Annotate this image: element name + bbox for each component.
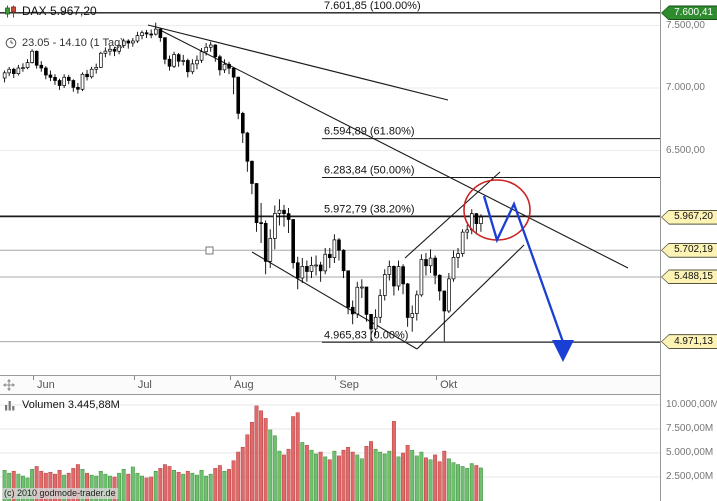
- candlestick-chart-icon: [4, 5, 17, 18]
- forecast-arrow-annotation[interactable]: [482, 195, 574, 362]
- month-label: Sep: [339, 379, 359, 391]
- volume-bars: [2, 405, 483, 501]
- fib-label: 5.972,79 (38.20%): [324, 203, 415, 215]
- fibonacci-retracement[interactable]: [0, 12, 660, 343]
- volume-chart-canvas[interactable]: [0, 395, 660, 501]
- instrument-header: DAX 5.967,20: [4, 4, 97, 18]
- time-axis[interactable]: Jun Jul Aug Sep Okt: [0, 376, 660, 394]
- timeframe-header: 23.05 - 14.10 (1 Tag): [5, 37, 124, 49]
- price-chart-canvas[interactable]: 7.601,85 (100.00%) 6.594,89 (61.80%) 6.283…: [0, 0, 660, 375]
- chart-timeframe: 23.05 - 14.10 (1 Tag): [22, 37, 124, 49]
- volume-header: Volumen 3.445,88M: [4, 399, 120, 411]
- fib-label: 6.283,84 (50.00%): [324, 165, 415, 177]
- month-label: Okt: [440, 379, 458, 391]
- volume-axis-label: 10.000,00M: [666, 399, 717, 410]
- drawing-handle[interactable]: [205, 246, 214, 255]
- price-axis-label: 6.500,00: [666, 144, 705, 156]
- move-handle-icon[interactable]: [3, 379, 15, 391]
- fib-label: 4.965,83 (0.00%): [324, 329, 408, 341]
- clock-icon: [5, 37, 17, 49]
- fib-label: 6.594,89 (61.80%): [324, 126, 415, 138]
- red-circle-annotation[interactable]: [463, 179, 531, 241]
- month-tick: [436, 376, 438, 380]
- price-axis[interactable]: 7.500,00 7.000,00 6.500,00 7.600,41 5.967,20…: [660, 0, 717, 501]
- price-level-badge: 4.971,13: [661, 334, 717, 350]
- histogram-icon: [4, 399, 17, 411]
- price-level-badge: 5.488,15: [661, 269, 717, 285]
- month-tick: [230, 376, 231, 380]
- price-axis-label: 7.000,00: [666, 82, 705, 93]
- month-label: Aug: [234, 379, 254, 391]
- trend-lines[interactable]: [147, 24, 629, 350]
- volume-axis-label: 5.000,00M: [666, 447, 714, 458]
- price-level-badge: 5.967,20: [661, 209, 717, 225]
- volume-axis-label: 2.500,00M: [666, 471, 714, 482]
- volume-axis-label: 7.500,00M: [666, 423, 714, 434]
- price-level-badge: 5.702,19: [661, 242, 717, 258]
- fib-label: 7.601,85 (100.00%): [324, 0, 421, 12]
- copyright-watermark: (c) 2010 godmode-trader.de: [2, 488, 118, 499]
- pane-divider-top: [0, 375, 717, 376]
- month-tick: [133, 376, 135, 380]
- chart-title: DAX 5.967,20: [22, 4, 97, 18]
- month-label: Jul: [137, 379, 152, 391]
- candlestick-series: [2, 22, 483, 343]
- month-tick: [335, 376, 337, 380]
- month-tick: [33, 376, 35, 380]
- price-level-badge: 7.600,41: [661, 5, 717, 21]
- month-label: Jun: [37, 379, 55, 391]
- volume-label: Volumen 3.445,88M: [22, 399, 120, 411]
- pane-divider-bottom: [0, 394, 717, 395]
- price-axis-label: 7.500,00: [666, 19, 705, 31]
